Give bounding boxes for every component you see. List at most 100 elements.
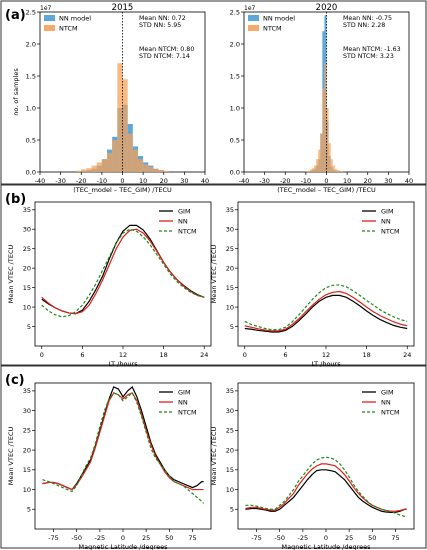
bar-ntcm (330, 159, 333, 172)
series-line-nn (245, 463, 407, 512)
stat-line: Mean NTCM: 0.80 (139, 46, 194, 53)
y-tick-label: 25 (226, 245, 234, 253)
chart-hist2015: -40 -30 -20 -10 0 10 20 30 40 0.0 0.5 1.0 1.5 2.0 2.5 (… (12, 3, 209, 194)
y-tick-label: 0.5 (230, 136, 240, 144)
y-tick-label: 5 (230, 506, 234, 514)
bar-ntcm (310, 169, 313, 172)
y-tick-label: 10 (226, 486, 234, 494)
panel-b-frame (0, 184, 427, 366)
legend: GIM NN NTCM (362, 207, 400, 235)
chart-title: 2020 (316, 3, 338, 13)
legend-label: NTCM (59, 25, 78, 33)
x-tick-label: 18 (159, 351, 167, 359)
plot-area (42, 385, 205, 504)
legend-label: NTCM (381, 408, 400, 416)
series-line-ntcm (244, 284, 408, 331)
legend-label: NN model (59, 15, 91, 23)
x-tick-label: 0 (324, 534, 328, 542)
y-tick-label: 20 (23, 264, 31, 272)
x-tick-label: 24 (200, 351, 208, 359)
y-tick-label: 20 (23, 446, 31, 454)
y-tick-label: 30 (226, 407, 234, 415)
bar-ntcm (332, 165, 335, 172)
chart-lt2020: 0 6 12 18 24 5 10 15 20 25 30 35 LT /hours Mean VTEC … (210, 201, 415, 368)
y-tick-label: 5 (27, 323, 31, 331)
y-axis-label: Mean VTEC /TECU (210, 427, 218, 486)
stat-line: STD NN: 2.28 (343, 22, 385, 29)
bar-ntcm (314, 165, 317, 172)
x-tick-label: 75 (188, 534, 196, 542)
x-tick-label: 20 (364, 177, 372, 185)
x-tick-label: -10 (301, 177, 312, 185)
x-tick-label: -25 (298, 534, 309, 542)
chart-title: 2015 (112, 3, 134, 13)
bar-ntcm (122, 79, 128, 172)
panel-label-a: (a) (5, 8, 26, 23)
y-tick-label: 35 (23, 206, 31, 214)
bar-ntcm (338, 170, 341, 172)
legend-label: NN (178, 217, 188, 225)
x-tick-label: -30 (259, 177, 270, 185)
legend-label: NTCM (263, 25, 282, 33)
legend-label: GIM (178, 388, 191, 396)
x-tick-label: -25 (95, 534, 106, 542)
bar-ntcm (91, 165, 97, 172)
stat-line: STD NTCM: 7.14 (139, 53, 190, 60)
y-tick-label: 15 (23, 284, 31, 292)
x-tick-label: 12 (322, 351, 330, 359)
series-line-ntcm (245, 456, 407, 518)
y-tick-label: 15 (23, 466, 31, 474)
legend: GIM NN NTCM (159, 388, 197, 416)
y-tick-label: 5 (27, 506, 31, 514)
scale-label: 1e7 (40, 5, 52, 12)
stat-line: Mean NTCM: -1.63 (343, 46, 401, 53)
x-tick-label: -75 (48, 534, 59, 542)
y-tick-label: 1.0 (26, 104, 36, 112)
y-tick-label: 20 (226, 446, 234, 454)
y-tick-label: 2.5 (230, 8, 240, 16)
bar-ntcm (312, 168, 315, 172)
y-tick-label: 15 (226, 284, 234, 292)
x-tick-label: 0 (243, 351, 247, 359)
x-tick-label: 10 (139, 177, 147, 185)
x-tick-label: 30 (180, 177, 188, 185)
x-tick-label: 12 (119, 351, 127, 359)
x-tick-label: 50 (165, 534, 173, 542)
y-axis-label: Mean VTEC /TECU (210, 245, 218, 304)
legend-label: GIM (381, 388, 394, 396)
legend-label: NTCM (178, 408, 197, 416)
y-tick-label: 2.5 (26, 8, 36, 16)
x-axis-label: LT /hours (108, 360, 138, 368)
x-tick-label: 0 (324, 177, 328, 185)
legend-swatch (248, 15, 259, 21)
legend-label: NTCM (178, 227, 197, 235)
x-tick-label: -10 (97, 177, 108, 185)
plot-area (245, 456, 407, 518)
y-tick-label: 0.0 (26, 168, 36, 176)
legend: GIM NN NTCM (362, 388, 400, 416)
bar-ntcm (148, 166, 154, 172)
y-tick-label: 25 (23, 245, 31, 253)
x-tick-label: 0 (40, 351, 44, 359)
bar-ntcm (305, 171, 308, 172)
legend: NN model NTCM (248, 15, 295, 33)
y-tick-label: 2.0 (26, 40, 36, 48)
series-line-ntcm (41, 228, 205, 318)
x-tick-label: 25 (345, 534, 353, 542)
bar-ntcm (96, 162, 102, 172)
chart-lat2020: -75 -50 -25 0 25 50 75 5 10 15 20 25 30 35 Magnetic La… (210, 382, 415, 550)
stat-line: STD NN: 5.95 (139, 22, 181, 29)
x-tick-label: 40 (201, 177, 209, 185)
x-tick-label: 30 (384, 177, 392, 185)
legend-label: NN model (263, 15, 295, 23)
legend-swatch (44, 25, 55, 31)
x-tick-label: -75 (251, 534, 262, 542)
bar-ntcm (101, 159, 108, 172)
plot-area (244, 284, 408, 333)
x-tick-label: 50 (368, 534, 376, 542)
y-tick-label: 30 (23, 226, 31, 234)
y-axis-label: no. of samples (12, 68, 20, 116)
x-axis-label: LT /hours (311, 360, 341, 368)
